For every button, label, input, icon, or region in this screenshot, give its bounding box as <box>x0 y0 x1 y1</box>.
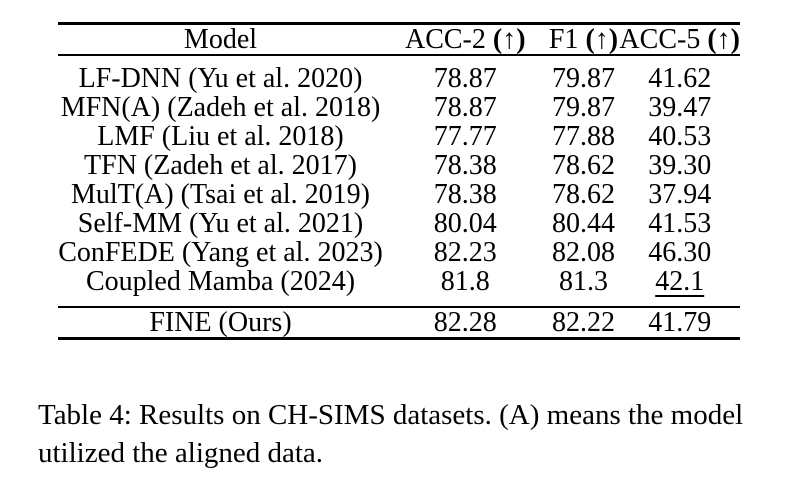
model-cell: MulT(A) (Tsai et al. 2019) <box>71 179 370 210</box>
acc5-cell-ours: 41.79 <box>648 307 712 338</box>
acc2-cell: 78.38 <box>433 150 497 181</box>
acc2-cell: 78.38 <box>433 179 497 210</box>
table-body: LF-DNN (Yu et al. 2020) 78.87 79.87 41.6… <box>58 55 740 307</box>
acc5-cell-second-best: 42.1 <box>619 267 740 307</box>
model-cell: TFN (Zadeh et al. 2017) <box>84 150 357 181</box>
caption-line-2: utilized the aligned data. <box>38 437 324 469</box>
f1-cell: 81.3 <box>558 266 608 297</box>
acc2-cell: 80.04 <box>433 208 497 239</box>
acc5-cell: 41.62 <box>648 63 712 94</box>
f1-cell: 78.62 <box>551 150 615 181</box>
model-cell: ConFEDE (Yang et al. 2023) <box>58 237 383 268</box>
up-arrow-icon: (↑) <box>492 24 526 55</box>
table-footer: FINE (Ours) 82.28 82.22 41.79 <box>58 307 740 339</box>
header-f1-label: F1 <box>548 24 579 55</box>
header-acc5-label: ACC-5 <box>619 24 701 55</box>
up-arrow-icon: (↑) <box>707 24 740 55</box>
f1-cell: 79.87 <box>551 92 615 123</box>
header-row: Model ACC-2 (↑) F1 (↑) ACC-5 (↑) <box>58 24 740 56</box>
acc5-cell: 41.53 <box>648 208 712 239</box>
header-f1: F1 (↑) <box>548 24 620 56</box>
acc2-cell: 82.23 <box>433 237 497 268</box>
f1-cell-ours: 82.22 <box>551 307 615 338</box>
table-row: MFN(A) (Zadeh et al. 2018) 78.87 79.87 3… <box>58 93 740 122</box>
table-row: Coupled Mamba (2024) 81.8 81.3 42.1 <box>58 267 740 307</box>
results-table: Model ACC-2 (↑) F1 (↑) ACC-5 (↑) LF-DNN (Yu… <box>58 22 740 340</box>
header-acc5: ACC-5 (↑) <box>619 24 740 56</box>
table-row: Self-MM (Yu et al. 2021) 80.04 80.44 41.… <box>58 209 740 238</box>
f1-cell: 82.08 <box>551 237 615 268</box>
model-cell: MFN(A) (Zadeh et al. 2018) <box>60 92 381 123</box>
acc5-cell: 39.47 <box>648 92 712 123</box>
header-model-label: Model <box>183 24 258 55</box>
acc2-cell: 78.87 <box>433 92 497 123</box>
model-cell: Coupled Mamba (2024) <box>85 266 356 297</box>
table-caption: Table 4: Results on CH-SIMS datasets. (A… <box>38 396 783 472</box>
table-row: LF-DNN (Yu et al. 2020) 78.87 79.87 41.6… <box>58 55 740 93</box>
table-row: ConFEDE (Yang et al. 2023) 82.23 82.08 4… <box>58 238 740 267</box>
table-header: Model ACC-2 (↑) F1 (↑) ACC-5 (↑) <box>58 24 740 56</box>
f1-cell: 78.62 <box>551 179 615 210</box>
header-acc2: ACC-2 (↑) <box>383 24 548 56</box>
table-row-ours: FINE (Ours) 82.28 82.22 41.79 <box>58 307 740 339</box>
acc2-cell: 81.8 <box>440 266 490 297</box>
acc5-cell: 39.30 <box>648 150 712 181</box>
header-model: Model <box>58 24 383 56</box>
model-cell-ours: FINE (Ours) <box>149 307 292 338</box>
f1-cell: 79.87 <box>551 63 615 94</box>
caption-line-1: Table 4: Results on CH-SIMS datasets. (A… <box>38 399 744 431</box>
table-row: TFN (Zadeh et al. 2017) 78.38 78.62 39.3… <box>58 151 740 180</box>
model-cell: LMF (Liu et al. 2018) <box>97 121 344 152</box>
table-row: MulT(A) (Tsai et al. 2019) 78.38 78.62 3… <box>58 180 740 209</box>
acc2-cell: 77.77 <box>433 121 497 152</box>
acc5-cell: 40.53 <box>648 121 712 152</box>
f1-cell: 77.88 <box>551 121 615 152</box>
up-arrow-icon: (↑) <box>585 24 619 55</box>
table-container: Model ACC-2 (↑) F1 (↑) ACC-5 (↑) LF-DNN (Yu… <box>58 22 740 340</box>
acc2-cell-ours: 82.28 <box>433 307 497 338</box>
underlined-value: 42.1 <box>655 266 705 297</box>
model-cell: Self-MM (Yu et al. 2021) <box>77 208 364 239</box>
acc2-cell: 78.87 <box>433 63 497 94</box>
header-acc2-label: ACC-2 <box>404 24 486 55</box>
f1-cell: 80.44 <box>551 208 615 239</box>
table-row: LMF (Liu et al. 2018) 77.77 77.88 40.53 <box>58 122 740 151</box>
model-cell: LF-DNN (Yu et al. 2020) <box>78 63 363 94</box>
acc5-cell: 37.94 <box>648 179 712 210</box>
acc5-cell-best: 46.30 <box>648 237 712 268</box>
